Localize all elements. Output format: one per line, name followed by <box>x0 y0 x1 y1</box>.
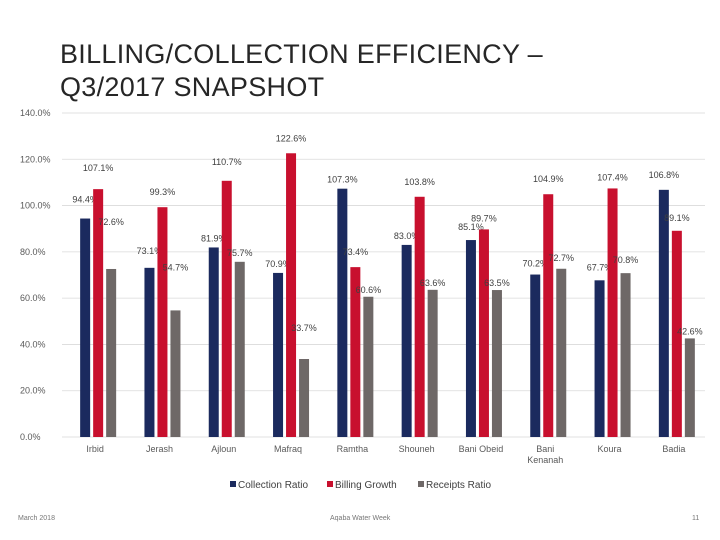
data-label-billing-growth-3: 122.6% <box>276 133 307 143</box>
data-label-collection-ratio-0: 94.4% <box>72 195 98 205</box>
data-label-billing-growth-7: 104.9% <box>533 174 564 184</box>
data-label-receipts-ratio-3: 33.7% <box>291 323 317 333</box>
data-label-collection-ratio-3: 70.9% <box>265 259 291 269</box>
data-label-receipts-ratio-0: 72.6% <box>98 217 124 227</box>
bar-billing-growth-5 <box>414 196 425 437</box>
x-tick-label-9: Badia <box>662 444 685 454</box>
bar-billing-growth-0 <box>93 189 104 437</box>
bar-billing-growth-2 <box>221 180 232 437</box>
bar-billing-growth-4 <box>350 267 361 437</box>
bar-collection-ratio-1 <box>144 267 155 437</box>
y-tick-label-0: 0.0% <box>20 432 41 442</box>
x-tick-label-5: Shouneh <box>399 444 435 454</box>
data-label-billing-growth-2: 110.7% <box>212 157 242 167</box>
footer-date: March 2018 <box>18 515 55 522</box>
legend-swatch-receipts-ratio <box>418 481 424 487</box>
footer-page-number: 11 <box>692 515 700 522</box>
y-tick-label-20: 20.0% <box>20 386 46 396</box>
y-tick-label-120: 120.0% <box>20 154 51 164</box>
data-label-collection-ratio-1: 73.1% <box>137 246 163 256</box>
bar-billing-growth-1 <box>157 207 168 437</box>
data-label-receipts-ratio-9: 42.6% <box>677 326 703 336</box>
data-label-receipts-ratio-8: 70.8% <box>613 255 639 265</box>
bar-receipts-ratio-0 <box>106 268 117 437</box>
y-tick-label-60: 60.0% <box>20 293 46 303</box>
legend-swatch-billing-growth <box>327 481 333 487</box>
bar-collection-ratio-4 <box>337 188 348 437</box>
data-label-billing-growth-5: 103.8% <box>404 177 435 187</box>
legend-label-receipts-ratio: Receipts Ratio <box>426 480 491 491</box>
bar-receipts-ratio-2 <box>234 261 245 437</box>
data-label-receipts-ratio-1: 54.7% <box>163 262 189 272</box>
x-tick-label-6: Bani Obeid <box>459 444 504 454</box>
bar-billing-growth-8 <box>607 188 618 437</box>
slide-title-line-2: Q3/2017 SNAPSHOT <box>60 72 325 102</box>
bar-receipts-ratio-9 <box>684 338 695 437</box>
data-label-collection-ratio-6: 85.1% <box>458 222 484 232</box>
x-tick-label-8: Koura <box>598 444 622 454</box>
bar-receipts-ratio-6 <box>491 290 502 437</box>
x-tick-label-3: Mafraq <box>274 444 302 454</box>
bar-collection-ratio-2 <box>208 247 219 437</box>
bar-collection-ratio-7 <box>530 274 541 437</box>
bar-receipts-ratio-4 <box>363 296 374 437</box>
data-label-billing-growth-4: 73.4% <box>343 247 369 257</box>
x-tick-label-7-line-0: Bani <box>536 444 554 454</box>
bar-receipts-ratio-1 <box>170 310 181 437</box>
y-tick-label-140: 140.0% <box>20 108 51 118</box>
data-label-receipts-ratio-7: 72.7% <box>548 253 574 263</box>
slide-title: BILLING/COLLECTION EFFICIENCY – Q3/2017 … <box>60 38 660 104</box>
slide-title-line-1: BILLING/COLLECTION EFFICIENCY – <box>60 39 543 69</box>
bar-collection-ratio-8 <box>594 280 605 437</box>
bar-collection-ratio-6 <box>465 240 476 437</box>
legend-label-collection-ratio: Collection Ratio <box>238 480 308 491</box>
data-label-collection-ratio-8: 67.7% <box>587 262 613 272</box>
legend-swatch-collection-ratio <box>230 481 236 487</box>
bar-collection-ratio-0 <box>80 218 91 437</box>
y-tick-label-100: 100.0% <box>20 201 51 211</box>
legend-label-billing-growth: Billing Growth <box>335 480 397 491</box>
x-tick-label-1: Jerash <box>146 444 173 454</box>
bar-receipts-ratio-5 <box>427 289 438 437</box>
bar-receipts-ratio-3 <box>299 359 310 437</box>
data-label-receipts-ratio-5: 63.6% <box>420 278 446 288</box>
x-tick-label-0: Irbid <box>86 444 104 454</box>
data-label-billing-growth-1: 99.3% <box>150 187 176 197</box>
bar-billing-growth-7 <box>543 194 554 437</box>
bar-receipts-ratio-7 <box>556 268 567 437</box>
data-label-receipts-ratio-4: 60.6% <box>356 285 382 295</box>
bar-collection-ratio-3 <box>273 272 284 437</box>
bar-receipts-ratio-8 <box>620 273 631 437</box>
data-label-collection-ratio-9: 106.8% <box>649 170 680 180</box>
data-label-receipts-ratio-6: 63.5% <box>484 278 510 288</box>
x-tick-label-2: Ajloun <box>211 444 236 454</box>
data-label-billing-growth-0: 107.1% <box>83 163 114 173</box>
data-label-collection-ratio-5: 83.0% <box>394 231 420 241</box>
data-label-collection-ratio-2: 81.9% <box>201 233 227 243</box>
bar-billing-growth-3 <box>286 153 297 438</box>
data-label-billing-growth-6: 89.7% <box>471 213 497 223</box>
bar-collection-ratio-5 <box>401 244 412 437</box>
data-label-collection-ratio-7: 70.2% <box>522 259 548 269</box>
data-label-billing-growth-9: 89.1% <box>664 213 690 223</box>
data-label-collection-ratio-4: 107.3% <box>327 175 358 185</box>
bar-billing-growth-6 <box>478 229 489 437</box>
y-tick-label-80: 80.0% <box>20 247 46 257</box>
bar-collection-ratio-9 <box>658 189 669 437</box>
x-tick-label-7-line-1: Kenanah <box>527 455 563 465</box>
bar-billing-growth-9 <box>671 230 682 437</box>
footer-event: Aqaba Water Week <box>330 515 391 522</box>
data-label-receipts-ratio-2: 75.7% <box>227 248 253 258</box>
x-tick-label-4: Ramtha <box>337 444 369 454</box>
y-tick-label-40: 40.0% <box>20 339 46 349</box>
data-label-billing-growth-8: 107.4% <box>597 172 628 182</box>
